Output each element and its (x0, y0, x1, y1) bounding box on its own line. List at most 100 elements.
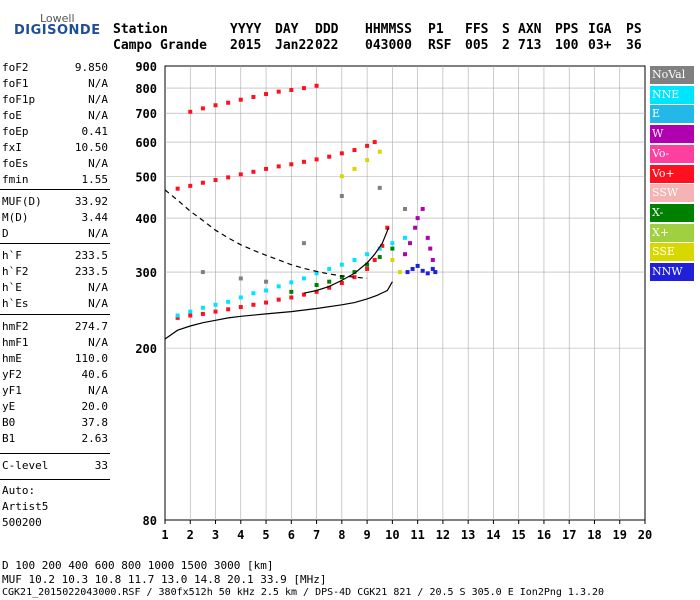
param-row: fxI 10.50 (2, 140, 108, 156)
param-value: 1.55 (81, 173, 109, 186)
data-point-vo- (264, 300, 269, 305)
param-value: N/A (88, 336, 108, 349)
y-tick-label: 300 (135, 266, 157, 280)
data-point-vo- (301, 159, 306, 164)
data-point-noval (339, 194, 344, 199)
param-name: h`F (2, 249, 22, 262)
param-value: 33 (94, 459, 108, 472)
header-label: Station (113, 22, 168, 37)
data-point-noval (403, 206, 407, 211)
param-name: foE (2, 109, 22, 122)
data-point-vo- (213, 178, 218, 183)
data-point-nnw (433, 270, 438, 275)
data-point-w (425, 235, 430, 240)
data-point-vo- (276, 297, 281, 302)
data-point-vo- (289, 162, 294, 167)
param-row: foE N/A (2, 108, 108, 124)
legend-item: SSW (650, 184, 694, 203)
plot-area (164, 65, 646, 521)
data-point-sse (397, 270, 402, 275)
x-tick-label: 16 (537, 528, 551, 542)
data-point-nnw (415, 263, 420, 268)
data-point-nne (276, 284, 281, 289)
data-point-vo- (327, 285, 332, 290)
data-point-w (428, 246, 433, 251)
param-name: D (2, 227, 9, 240)
data-point-nnw (420, 268, 425, 273)
param-value: 33.92 (74, 195, 108, 208)
param-value: N/A (88, 93, 108, 106)
data-point-vo- (289, 295, 294, 300)
param-row: hmF2 274.7 (2, 319, 108, 335)
data-point-noval (264, 279, 269, 284)
legend-item: W (650, 125, 694, 144)
data-point-noval (238, 276, 243, 281)
data-point-vo- (238, 97, 243, 102)
footer-muf-row: MUF 10.2 10.3 10.8 11.7 13.0 14.8 20.1 3… (2, 573, 327, 586)
y-tick-label: 700 (135, 107, 157, 121)
data-point-nnw (405, 270, 410, 275)
data-point-vo- (327, 154, 332, 159)
param-row: B0 37.8 (2, 415, 108, 431)
data-point-nne (238, 295, 243, 300)
param-value: 10.50 (74, 141, 108, 154)
legend-item: X+ (650, 223, 694, 242)
legend-item: Vo+ (650, 164, 694, 183)
header-value: 713 (518, 38, 542, 53)
data-point-vo- (372, 140, 377, 145)
data-point-vo- (352, 275, 357, 280)
header-value: 2015 (230, 38, 262, 53)
param-value: 233.5 (74, 249, 108, 262)
legend-item: E (650, 105, 694, 124)
header-value: 005 (465, 38, 489, 53)
autoscale-note: 500200 (2, 516, 42, 529)
header-label: IGA (588, 22, 612, 37)
param-value: 110.0 (74, 352, 108, 365)
data-point-vo- (314, 289, 319, 294)
y-tick-label: 80 (143, 514, 157, 528)
data-point-vo- (188, 183, 193, 188)
x-tick-label: 17 (562, 528, 576, 542)
legend-item: NoVal (650, 66, 694, 84)
autoscale-note: Auto: (2, 484, 36, 497)
y-tick-label: 200 (135, 342, 157, 356)
data-point-vo- (365, 143, 370, 148)
param-value: N/A (88, 109, 108, 122)
data-point-vo- (314, 157, 319, 162)
param-row: foF1 N/A (2, 76, 108, 92)
x-tick-label: 20 (638, 528, 652, 542)
legend-item: X- (650, 203, 694, 222)
param-name: foF2 (2, 61, 29, 74)
y-tick-label: 600 (135, 136, 157, 150)
x-tick-label: 5 (262, 528, 269, 542)
param-value: 233.5 (74, 265, 108, 278)
data-point-nne (226, 299, 231, 304)
data-point-vo- (200, 311, 205, 316)
header-label: P1 (428, 22, 444, 37)
header-label: HHMMSS (365, 22, 412, 37)
data-point-nne (377, 246, 382, 251)
data-point-vo- (352, 148, 357, 153)
data-point-nne (403, 235, 407, 240)
y-tick-label: 800 (135, 82, 157, 96)
x-tick-label: 2 (187, 528, 194, 542)
data-point-vo- (251, 169, 256, 174)
param-value: 0.41 (81, 125, 109, 138)
x-tick-label: 4 (237, 528, 244, 542)
param-value: N/A (88, 157, 108, 170)
data-point-nne (314, 271, 319, 276)
header-label: PS (626, 22, 642, 37)
param-value: N/A (88, 77, 108, 90)
param-name: fxI (2, 141, 22, 154)
x-tick-label: 12 (436, 528, 450, 542)
header-value: Campo Grande (113, 38, 207, 53)
data-point-vo- (314, 83, 319, 88)
param-row: h`Es N/A (2, 296, 108, 312)
param-row: h`F2 233.5 (2, 264, 108, 280)
logo-text-lowell: Lowell (40, 12, 75, 25)
param-name: MUF(D) (2, 195, 42, 208)
header-label: YYYY (230, 22, 262, 37)
footer-d-row: D 100 200 400 600 800 1000 1500 3000 [km… (2, 559, 274, 572)
data-point-vo- (175, 186, 180, 191)
header-label: FFS (465, 22, 489, 37)
